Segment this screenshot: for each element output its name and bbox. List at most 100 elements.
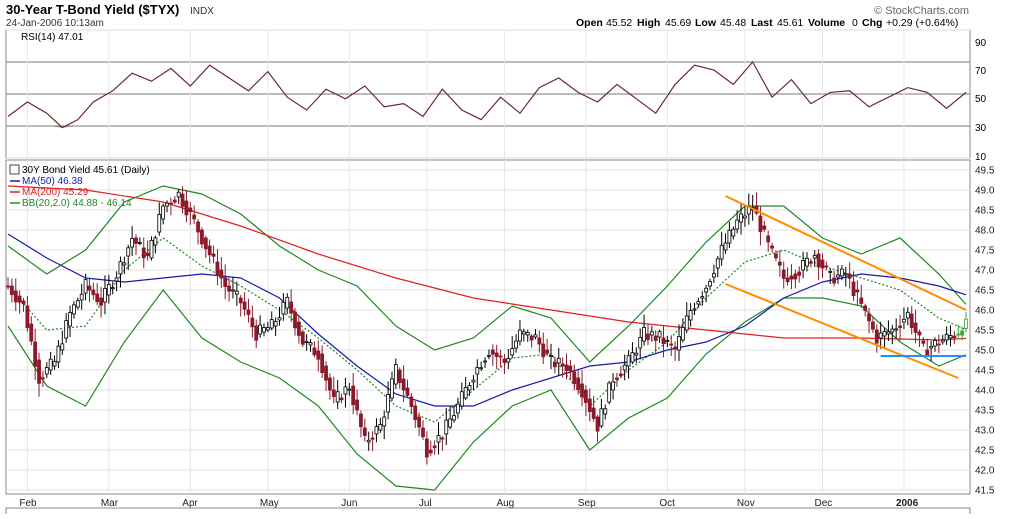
month-label: Aug — [496, 498, 514, 509]
ohlc-body — [29, 323, 34, 342]
last-value: 45.61 — [777, 17, 803, 29]
ohlc-body — [444, 419, 449, 435]
ohlc-body — [490, 349, 495, 355]
ohlc-body — [925, 349, 930, 356]
ohlc-body — [711, 273, 716, 278]
chart-date: 24-Jan-2006 10:13am — [6, 18, 104, 29]
ohlc-body — [762, 225, 767, 230]
ohlc-body — [281, 301, 286, 315]
ohlc-body — [366, 439, 371, 443]
ohlc-body — [83, 279, 88, 294]
price-tick: 48.5 — [975, 206, 995, 217]
price-plot — [6, 185, 968, 491]
ohlc-body — [657, 331, 662, 338]
ohlc-body — [262, 327, 266, 333]
ohlc-body — [172, 199, 177, 203]
ohlc-body — [265, 327, 270, 331]
ohlc-body — [44, 367, 49, 375]
ma200-line — [7, 185, 967, 341]
ohlc-body — [48, 358, 53, 371]
price-tick: 45.0 — [975, 346, 995, 357]
ohlc-body — [521, 331, 526, 335]
ohlc-body — [560, 363, 565, 367]
ohlc-body — [719, 244, 724, 260]
ohlc-body — [382, 416, 387, 427]
ohlc-body — [863, 305, 868, 311]
ohlc-body — [91, 289, 96, 296]
ohlc-body — [126, 247, 131, 257]
ohlc-body — [320, 353, 325, 373]
ohlc-body — [37, 359, 41, 384]
ohlc-body — [599, 408, 604, 427]
ohlc-body — [494, 352, 499, 357]
quote-line: Open 45.52 High 45.69 Low 45.48 Last 45.… — [576, 17, 958, 29]
exchange-label: INDX — [190, 6, 214, 17]
ohlc-body — [13, 290, 18, 303]
ohlc-body — [805, 257, 809, 267]
ohlc-body — [463, 387, 468, 399]
month-label: Nov — [737, 498, 755, 509]
lower-channel-line — [725, 283, 959, 379]
month-label: Feb — [19, 498, 37, 509]
ohlc-body — [417, 416, 422, 428]
ohlc-body — [874, 329, 879, 344]
ohlc-body — [611, 381, 615, 391]
volume-panel-edge — [5, 507, 971, 519]
rsi-legend: RSI(14) 47.01 — [21, 32, 84, 43]
ohlc-body — [118, 261, 123, 275]
ohlc-body — [459, 391, 464, 407]
ohlc-body — [964, 318, 968, 329]
ohlc-body — [149, 239, 154, 259]
ohlc-body — [60, 343, 65, 351]
price-tick: 42.5 — [975, 446, 995, 457]
ohlc-body — [289, 301, 294, 314]
ohlc-body — [525, 332, 530, 336]
ohlc-body — [242, 301, 247, 310]
ohlc-body — [304, 341, 309, 344]
ohlc-body — [793, 273, 798, 280]
ohlc-body — [766, 235, 771, 243]
ohlc-body — [386, 394, 390, 413]
ohlc-body — [886, 331, 891, 335]
ohlc-body — [95, 293, 100, 303]
ohlc-body — [188, 207, 193, 213]
ohlc-body — [428, 449, 433, 454]
month-label: Sep — [578, 498, 596, 509]
ohlc-body — [440, 437, 445, 440]
month-label: Jul — [419, 498, 432, 509]
ohlc-body — [52, 360, 57, 367]
ohlc-body — [894, 328, 899, 331]
ohlc-body — [355, 399, 359, 411]
ohlc-body — [409, 396, 414, 407]
ohlc-body — [956, 333, 961, 336]
ohlc-body — [258, 324, 263, 335]
price-tick: 44.5 — [975, 366, 995, 377]
ohlc-body — [595, 416, 600, 432]
price-tick: 47.5 — [975, 246, 995, 257]
ohlc-body — [254, 325, 259, 341]
ohlc-body — [448, 418, 453, 428]
ohlc-body — [572, 371, 577, 385]
ohlc-body — [909, 313, 914, 328]
ohlc-body — [215, 261, 220, 276]
ohlc-body — [758, 215, 763, 233]
chart-title: 30-Year T-Bond Yield ($TYX) — [6, 2, 179, 17]
bb-middle-line — [7, 237, 967, 423]
rsi-line — [7, 60, 967, 129]
ohlc-body — [192, 214, 197, 220]
ohlc-body — [41, 377, 45, 380]
high-value: 45.69 — [665, 17, 691, 29]
price-panel-frame — [5, 159, 971, 495]
ohlc-body — [867, 313, 871, 322]
price-tick: 49.5 — [975, 166, 995, 177]
ohlc-body — [436, 435, 441, 443]
price-tick: 46.0 — [975, 306, 995, 317]
last-label: Last — [751, 17, 773, 29]
ohlc-body — [789, 275, 794, 280]
x-axis-months: Feb Mar Apr May Jun Jul Aug Sep Oct Nov Dec 2006 — [19, 498, 918, 509]
ohlc-body — [351, 385, 356, 406]
ohlc-body — [556, 357, 561, 364]
volume-label: Volume — [808, 17, 845, 29]
ohlc-body — [843, 273, 848, 276]
ohlc-body — [134, 237, 138, 244]
